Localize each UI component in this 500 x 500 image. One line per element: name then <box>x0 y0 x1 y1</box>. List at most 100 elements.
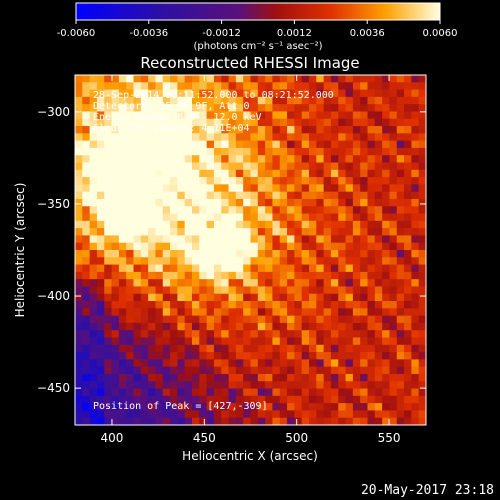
heatmap-cell <box>235 206 244 215</box>
heatmap-cell <box>118 126 127 134</box>
heatmap-cell <box>126 184 135 193</box>
heatmap-cell <box>104 293 113 302</box>
heatmap-cell <box>148 257 157 266</box>
heatmap-cell <box>265 228 274 237</box>
heatmap-cell <box>82 359 91 368</box>
heatmap-cell <box>133 271 142 280</box>
heatmap-cell <box>301 184 310 193</box>
heatmap-cell <box>140 75 149 83</box>
heatmap-cell <box>396 373 405 382</box>
heatmap-cell <box>374 337 383 346</box>
heatmap-cell <box>96 337 105 346</box>
heatmap-cell <box>177 220 186 229</box>
heatmap-cell <box>257 344 266 353</box>
heatmap-cell <box>155 242 164 251</box>
heatmap-cell <box>184 395 193 404</box>
heatmap-cell <box>360 395 369 404</box>
heatmap-cell <box>374 352 383 360</box>
heatmap-cell <box>389 155 398 164</box>
heatmap-cell <box>287 82 295 91</box>
heatmap-cell <box>272 301 281 309</box>
heatmap-cell <box>162 308 171 317</box>
heatmap-cell <box>396 111 405 120</box>
heatmap-cell <box>155 191 164 200</box>
heatmap-cell <box>111 82 120 91</box>
heatmap-cell <box>272 322 281 331</box>
heatmap-cell <box>316 191 325 200</box>
heatmap-cell <box>294 140 303 149</box>
heatmap-cell <box>352 133 361 142</box>
heatmap-cell <box>382 206 391 215</box>
heatmap-cell <box>374 257 383 266</box>
heatmap-cell <box>170 293 178 302</box>
heatmap-cell <box>404 191 412 200</box>
heatmap-cell <box>140 308 149 317</box>
heatmap-cell <box>184 293 193 302</box>
heatmap-cell <box>199 381 208 390</box>
heatmap-cell <box>170 301 178 309</box>
heatmap-cell <box>301 118 310 127</box>
heatmap-cell <box>111 104 120 113</box>
heatmap-cell <box>301 264 310 273</box>
heatmap-cell <box>111 235 120 244</box>
annotation-detectors: Detectors: 3F 6F 9F, Att 0 <box>93 101 250 112</box>
heatmap-cell <box>257 184 266 193</box>
heatmap-cell <box>96 228 105 237</box>
heatmap-cell <box>111 169 120 178</box>
heatmap-cell <box>155 133 164 142</box>
heatmap-cell <box>177 147 186 156</box>
heatmap-cell <box>118 75 127 83</box>
heatmap-cell <box>309 315 317 324</box>
heatmap-cell <box>133 191 142 200</box>
heatmap-cell <box>287 111 295 120</box>
heatmap-cell <box>243 301 252 309</box>
heatmap-cell <box>213 344 222 353</box>
heatmap-cell <box>411 395 420 404</box>
heatmap-cell <box>338 96 347 105</box>
heatmap-cell <box>170 111 178 120</box>
heatmap-cell <box>404 118 412 127</box>
heatmap-cell <box>75 228 83 237</box>
heatmap-cell <box>162 235 171 244</box>
heatmap-cell <box>404 279 412 288</box>
heatmap-cell <box>82 140 91 149</box>
heatmap-cell <box>184 147 193 156</box>
heatmap-cell <box>126 293 135 302</box>
heatmap-cell <box>309 366 317 375</box>
heatmap-cell <box>206 250 215 258</box>
heatmap-cell <box>279 184 288 193</box>
heatmap-cell <box>367 366 376 375</box>
heatmap-cell <box>404 395 412 404</box>
heatmap-cell <box>323 250 332 258</box>
heatmap-cell <box>228 293 237 302</box>
heatmap-cell <box>177 96 186 105</box>
heatmap-cell <box>411 373 420 382</box>
heatmap-cell <box>228 169 237 178</box>
heatmap-cell <box>148 155 157 164</box>
heatmap-cell <box>148 177 157 185</box>
heatmap-cell <box>126 359 135 368</box>
heatmap-cell <box>177 352 186 360</box>
heatmap-cell <box>213 133 222 142</box>
heatmap-cell <box>389 330 398 339</box>
heatmap-cell <box>418 191 426 200</box>
heatmap-cell <box>338 257 347 266</box>
heatmap-cell <box>309 162 317 171</box>
heatmap-cell <box>250 308 259 317</box>
heatmap-cell <box>221 322 230 331</box>
heatmap-cell <box>352 169 361 178</box>
heatmap-cell <box>75 104 83 113</box>
heatmap-cell <box>82 388 91 397</box>
heatmap-cell <box>367 279 376 288</box>
heatmap-cell <box>192 177 200 185</box>
heatmap-cell <box>192 126 200 134</box>
heatmap-cell <box>396 75 405 83</box>
heatmap-cell <box>330 111 339 120</box>
heatmap-cell <box>257 104 266 113</box>
heatmap-cell <box>396 315 405 324</box>
heatmap-cell <box>148 133 157 142</box>
heatmap-cell <box>96 315 105 324</box>
heatmap-cell <box>411 220 420 229</box>
heatmap-cell <box>389 388 398 397</box>
heatmap-cell <box>155 395 164 404</box>
